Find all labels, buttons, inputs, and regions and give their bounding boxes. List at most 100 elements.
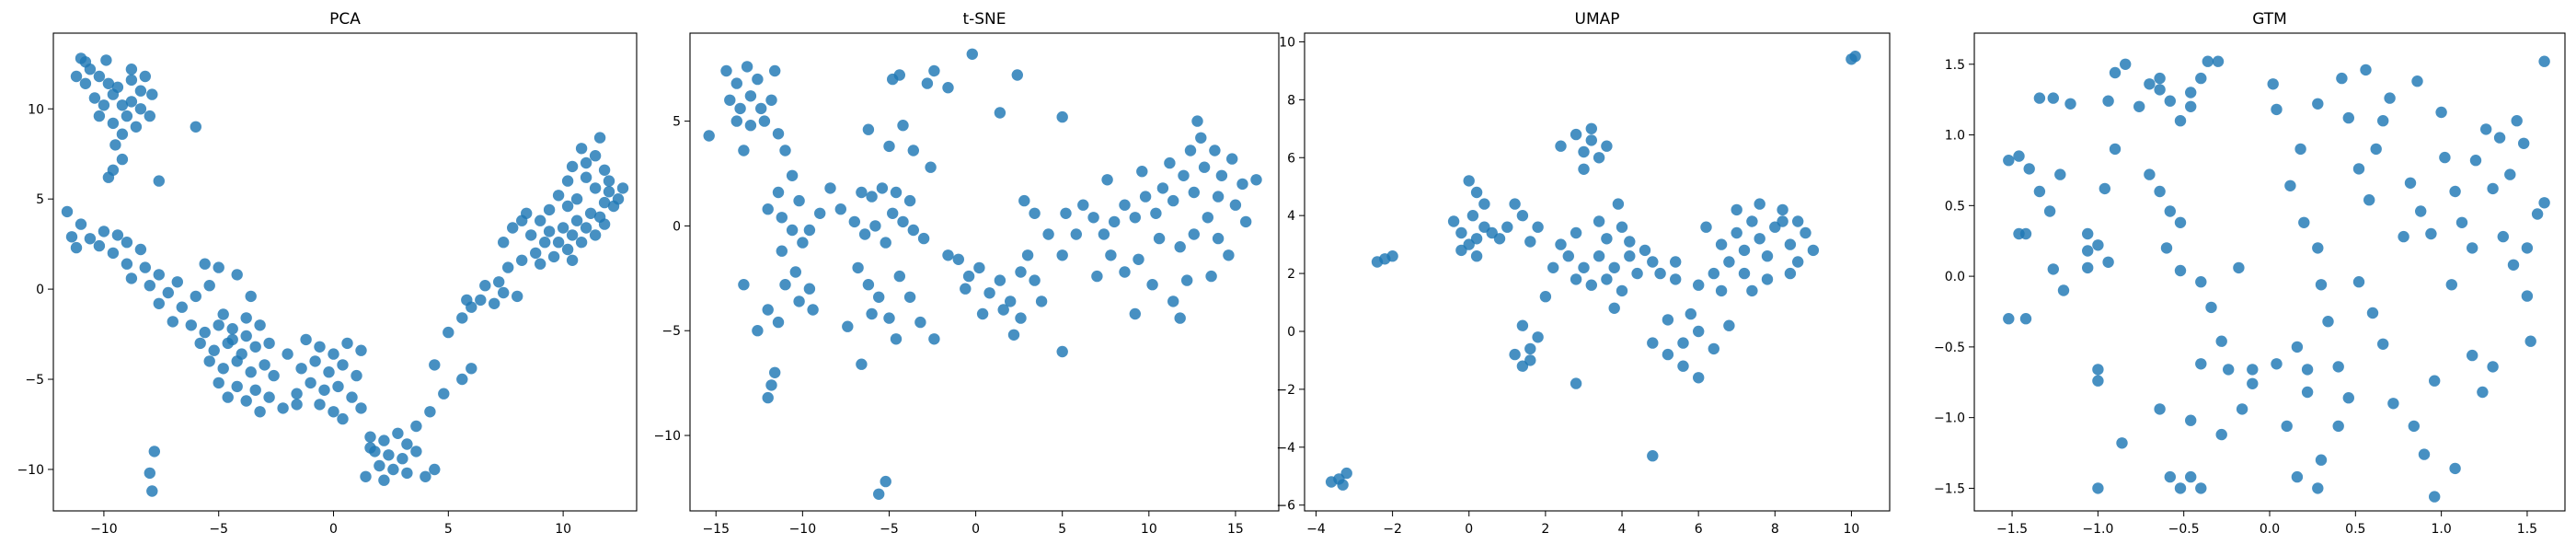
scatter-point: [249, 384, 261, 396]
scatter-point: [1555, 238, 1567, 250]
scatter-point: [263, 337, 275, 350]
scatter-point: [776, 212, 788, 224]
scatter-point: [1516, 319, 1529, 331]
scatter-point: [295, 363, 307, 375]
scatter-point: [109, 139, 121, 151]
scatter-point: [1578, 163, 1590, 175]
scatter-point: [254, 319, 266, 331]
scatter-point: [1570, 226, 1582, 239]
y-tick-label: 10: [28, 102, 44, 117]
scatter-point: [779, 145, 791, 156]
scatter-point: [102, 77, 115, 90]
scatter-point: [744, 90, 757, 102]
scatter-point: [443, 326, 454, 339]
scatter-point: [1524, 342, 1536, 355]
scatter-point: [429, 463, 441, 476]
scatter-point: [2467, 242, 2478, 254]
scatter-point: [1624, 250, 1636, 262]
scatter-point: [259, 359, 270, 371]
scatter-point: [2120, 58, 2132, 70]
scatter-point: [530, 247, 542, 260]
scatter-point: [364, 442, 376, 454]
scatter-point: [314, 341, 326, 353]
scatter-point: [268, 369, 280, 382]
scatter-point: [222, 391, 234, 403]
scatter-point: [79, 56, 92, 68]
scatter-point: [116, 99, 129, 111]
scatter-point: [2415, 205, 2427, 217]
scatter-point: [776, 245, 788, 257]
scatter-point: [1754, 233, 1765, 245]
scatter-point: [1174, 241, 1186, 253]
y-tick-label: 5: [673, 115, 681, 130]
scatter-point: [139, 70, 151, 83]
scatter-point: [1708, 342, 1720, 355]
scatter-point: [1662, 314, 1674, 326]
scatter-point: [862, 279, 875, 291]
scatter-point: [217, 363, 229, 375]
scatter-point: [249, 341, 261, 353]
scatter-point: [392, 427, 404, 439]
scatter-point: [2429, 375, 2441, 387]
scatter-point: [2247, 364, 2259, 376]
scatter-point: [598, 164, 611, 176]
scatter-point: [1212, 191, 1225, 203]
scatter-point: [355, 402, 367, 414]
scatter-point: [928, 64, 940, 77]
scatter-point: [378, 474, 390, 486]
scatter-point: [848, 215, 860, 228]
scatter-point: [2109, 143, 2122, 156]
y-tick-label: 1.5: [1945, 58, 1965, 73]
scatter-point: [2116, 437, 2128, 449]
scatter-point: [903, 194, 916, 207]
scatter-point: [162, 286, 174, 299]
scatter-point: [772, 128, 785, 140]
y-tick-label: 0.0: [1945, 270, 1965, 284]
scatter-point: [2185, 87, 2197, 98]
scatter-point: [914, 316, 926, 329]
scatter-point: [1670, 273, 1682, 285]
x-tick-label: −4: [1306, 522, 1326, 537]
scatter-point: [866, 307, 878, 320]
scatter-point: [2154, 185, 2166, 198]
scatter-point: [2109, 66, 2122, 79]
scatter-point: [1585, 134, 1598, 146]
scatter-point: [2144, 78, 2156, 90]
scatter-point: [1056, 110, 1068, 123]
scatter-point: [146, 485, 158, 497]
x-tick-label: 6: [1695, 522, 1703, 537]
scatter-point: [148, 446, 160, 458]
scatter-point: [2043, 205, 2056, 217]
scatter-point: [100, 54, 112, 66]
scatter-point: [2133, 100, 2145, 113]
scatter-point: [1167, 194, 1179, 207]
scatter-point: [1501, 221, 1513, 233]
scatter-point: [498, 286, 510, 299]
scatter-point: [589, 150, 602, 162]
scatter-point: [762, 203, 774, 215]
scatter-point: [2092, 375, 2104, 387]
scatter-point: [1624, 236, 1636, 248]
scatter-point: [862, 123, 875, 135]
scatter-point: [153, 175, 165, 187]
scatter-point: [1250, 174, 1262, 186]
scatter-point: [765, 94, 777, 107]
scatter-point: [741, 61, 753, 73]
x-tick-label: 2: [1541, 522, 1549, 537]
scatter-point: [2092, 482, 2104, 494]
x-tick-label: −0.5: [2168, 522, 2200, 537]
scatter-point: [2057, 284, 2070, 296]
scatter-point: [1056, 345, 1068, 358]
scatter-point: [1555, 140, 1567, 152]
scatter-point: [121, 237, 133, 249]
scatter-point: [2418, 448, 2431, 460]
scatter-point: [456, 373, 468, 386]
scatter-point: [552, 237, 565, 249]
scatter-point: [2439, 151, 2451, 164]
scatter-point: [1119, 199, 1131, 211]
scatter-point: [1601, 140, 1613, 152]
scatter-point: [2003, 155, 2015, 167]
scatter-point: [2023, 163, 2035, 175]
scatter-point: [1455, 244, 1467, 257]
y-tick-label: 6: [1287, 151, 1295, 166]
